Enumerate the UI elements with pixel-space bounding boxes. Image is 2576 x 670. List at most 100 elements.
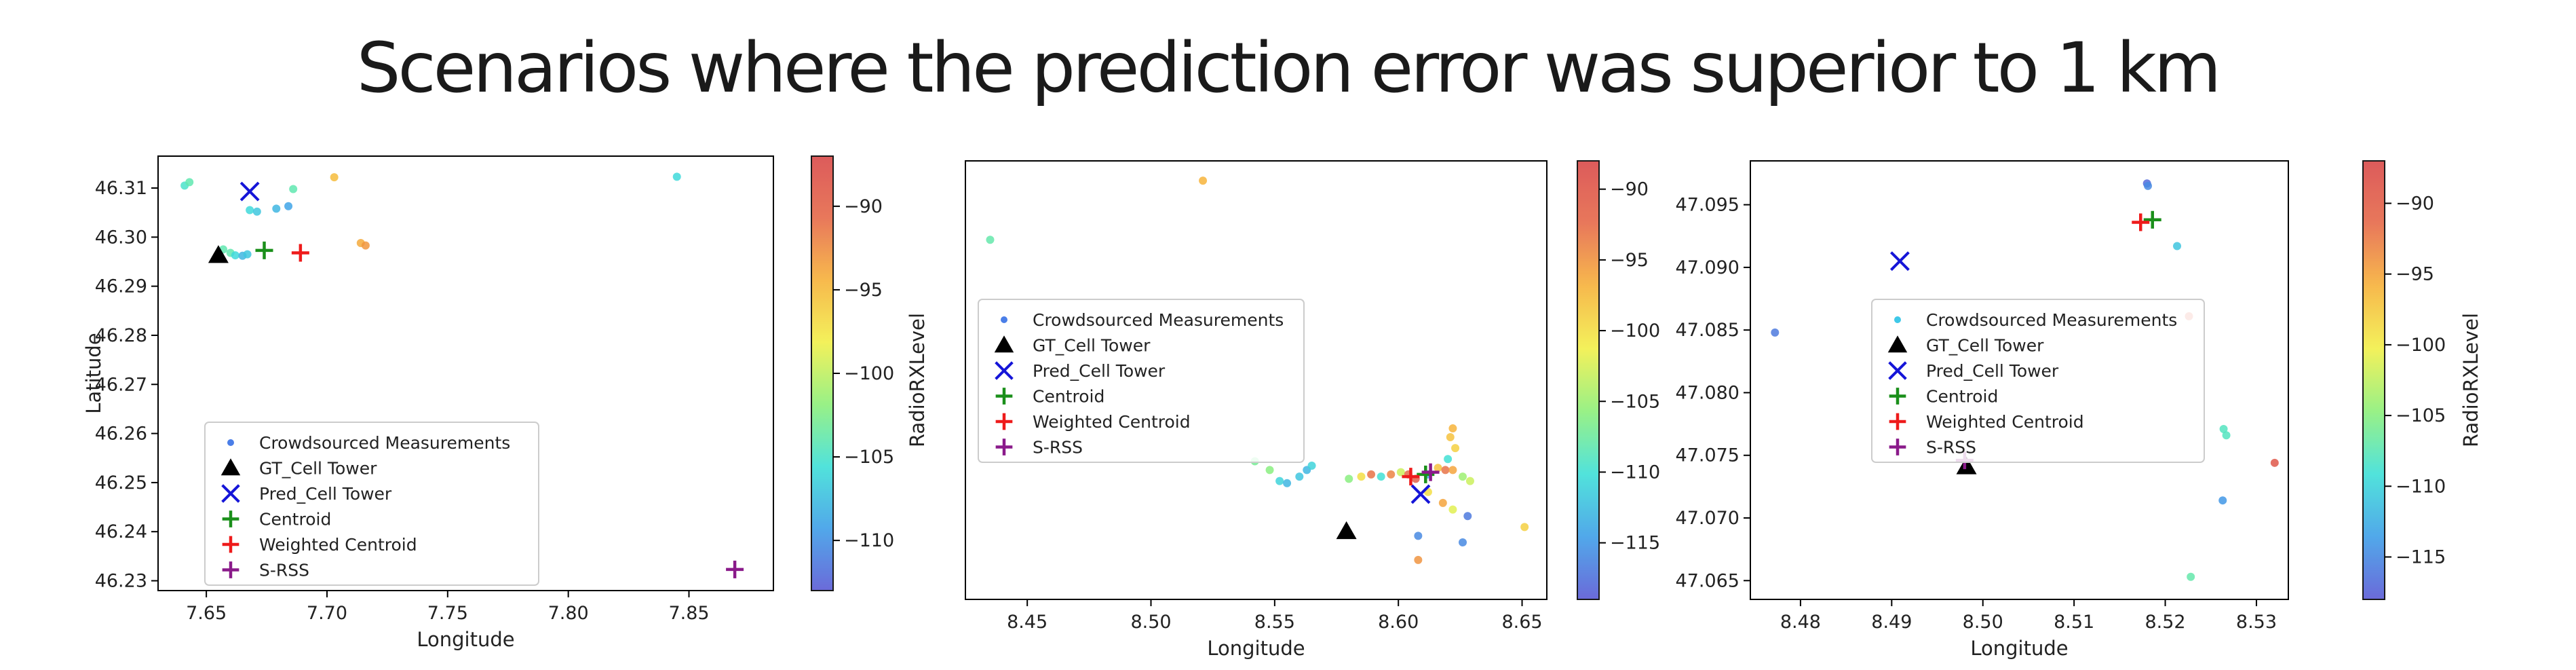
colorbar-tick-label: −90 [844,196,883,217]
measurement-point [672,172,681,181]
legend-swatch-measurements [227,439,234,446]
y-tick-label: 46.26 [95,424,147,445]
legend-swatch-gt [994,335,1014,353]
measurement-point [1441,466,1450,474]
scatter-panel-2: 8.45 8.50 8.55 8.60 8.65 Longitude RadioRXLeve… [906,160,1660,660]
colorbar-tick-label: −95 [844,280,883,301]
y-tick-label: 46.29 [95,276,147,297]
measurement-point [2144,181,2153,190]
measurement-point [243,250,252,259]
legend-swatch-centroid [222,510,239,527]
legend-swatch-measurements [1894,316,1901,323]
x-tick-label: 8.53 [2236,612,2277,633]
legend-entry-label: Crowdsourced Measurements [1926,310,2177,330]
measurement-point [1199,176,1208,185]
legend-box [1871,299,2205,463]
measurement-point [1465,477,1474,485]
measurement-point [1444,455,1453,464]
centroid-marker [2143,210,2161,229]
legend-entry-label: Crowdsourced Measurements [1033,310,1284,330]
measurement-point [2187,572,2195,581]
colorbar-tick-label: −95 [1610,250,1649,271]
legend-entry-label: Weighted Centroid [259,535,417,555]
y-tick-label: 46.27 [95,374,147,395]
srss-marker [1421,463,1440,481]
weighted-centroid-marker [1402,468,1420,486]
y-tick-label: 47.080 [1676,382,1739,403]
colorbar-tick-label: −90 [1610,179,1649,200]
measurement-point [1448,424,1457,433]
y-tick-label: 47.065 [1676,570,1739,591]
legend: Crowdsourced Measurements GT_Cell Tower Pr… [1871,299,2205,463]
legend-swatch-pred [1888,361,1907,380]
legend-box [204,422,539,586]
x-tick-label: 8.55 [1254,612,1295,633]
measurement-point [1438,498,1447,507]
legend-entry-label: GT_Cell Tower [1033,336,1151,356]
x-tick-label: 8.45 [1007,612,1047,633]
x-tick-label: 7.80 [548,603,589,624]
measurement-point [1463,512,1472,521]
measurement-point [2218,496,2227,505]
x-tick-label: 8.52 [2145,612,2185,633]
colorbar-tick-label: −100 [844,363,894,384]
measurement-point [1448,466,1457,474]
y-axis-label: RadioRXLevel [906,313,929,447]
y-tick-label: 46.28 [95,325,147,346]
legend-entry-label: S-RSS [1033,438,1083,458]
colorbar-tick-label: −100 [2396,335,2446,356]
x-axis-label: Longitude [1970,637,2068,660]
x-tick-label: 7.70 [307,603,347,624]
scatter-panel-3: 8.48 8.49 8.50 8.51 8.52 8.53 47.095 47.090 47.0… [1676,160,2482,660]
y-tick-label: 47.090 [1676,257,1739,278]
legend-entry-label: Weighted Centroid [1033,412,1191,432]
srss-marker [726,560,744,578]
measurement-point [284,202,293,210]
measurement-point [361,241,370,250]
legend-entry-label: Pred_Cell Tower [259,484,392,504]
colorbar-tick-label: −90 [2396,193,2434,215]
measurement-point [1283,479,1292,487]
colorbar-tick-label: −100 [1610,320,1660,341]
measurement-point [252,207,261,216]
legend: Crowdsourced Measurements GT_Cell Tower Pr… [978,299,1305,463]
pred-cell-tower-marker [239,181,260,202]
legend-entry-label: Weighted Centroid [1926,412,2084,432]
x-tick-label: 8.49 [1871,612,1912,633]
legend-entry-label: GT_Cell Tower [259,459,377,479]
legend: Crowdsourced Measurements GT_Cell Tower Pr… [204,422,539,586]
legend-swatch-centroid [995,388,1013,405]
pred-cell-tower-marker [1410,484,1431,504]
figure-title: Scenarios where the prediction error was… [357,28,2218,109]
colorbar-tick-label: −115 [2396,546,2446,567]
legend-swatch-gt [220,458,241,476]
measurement-point [1396,468,1405,477]
measurement-point [1459,538,1467,547]
measurement-point [1451,444,1460,453]
legend-swatch-pred [221,484,240,503]
colorbar-tick-label: −105 [2396,405,2446,426]
measurement-point [1520,523,1529,532]
y-tick-label: 47.085 [1676,320,1739,341]
x-axis-label: Longitude [1207,637,1305,660]
legend-swatch-weighted [222,536,239,553]
legend-swatch-weighted [995,413,1013,430]
x-tick-label: 7.85 [668,603,709,624]
y-axis-label: Latitude [82,333,105,413]
measurement-point [185,178,194,187]
measurement-point [2222,431,2231,440]
measurement-point [1387,470,1396,479]
measurement-point [2270,458,2279,467]
measurement-point [986,236,995,244]
legend-entry-label: Pred_Cell Tower [1033,361,1166,381]
legend-entry-label: S-RSS [259,561,309,580]
x-tick-label: 8.50 [1963,612,2003,633]
measurement-point [1295,472,1304,481]
measurement-point [246,206,254,215]
colorbar-tick-label: −105 [1610,391,1660,412]
colorbar [1577,160,1600,600]
legend-entry-label: Pred_Cell Tower [1926,361,2059,381]
y-tick-label: 47.070 [1676,508,1739,529]
y-tick-label: 46.23 [95,571,147,592]
colorbar-tick-label: −115 [1610,533,1660,554]
